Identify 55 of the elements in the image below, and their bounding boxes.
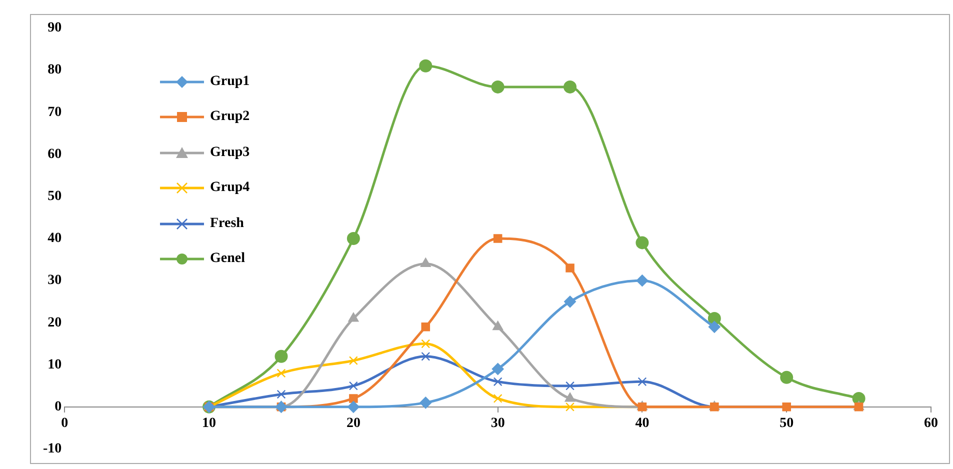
- point: [420, 396, 432, 409]
- point: [493, 377, 502, 386]
- x-tick-label: 10: [202, 416, 216, 431]
- point: [636, 274, 648, 287]
- legend-label: Grup4: [210, 180, 250, 196]
- point: [491, 80, 504, 94]
- y-tick-label: 50: [48, 189, 62, 204]
- point: [566, 402, 575, 412]
- point: [564, 392, 576, 402]
- point: [348, 381, 358, 390]
- point: [638, 377, 647, 386]
- point: [564, 296, 576, 308]
- point: [421, 322, 430, 332]
- point: [493, 234, 502, 243]
- y-tick-label: 60: [48, 146, 62, 162]
- y-tick-label: 80: [48, 62, 62, 78]
- point: [493, 394, 502, 403]
- point: [564, 80, 577, 94]
- legend-label: Grup2: [210, 109, 250, 126]
- point: [276, 368, 286, 378]
- legend-label: Fresh: [210, 216, 244, 232]
- legend-label: Grup3: [210, 144, 250, 161]
- y-tick-label: 70: [48, 104, 62, 120]
- y-tick-label: 10: [48, 357, 62, 372]
- y-tick-label: 0: [54, 400, 62, 415]
- point: [708, 320, 720, 333]
- y-tick-label: 20: [48, 315, 62, 330]
- point: [349, 394, 358, 403]
- point: [346, 232, 360, 245]
- point: [348, 312, 359, 322]
- point: [636, 236, 649, 250]
- y-tick-label: -10: [42, 442, 62, 457]
- point: [419, 59, 432, 72]
- x-tick-label: 40: [635, 416, 650, 431]
- x-tick-label: 50: [780, 416, 794, 431]
- point: [347, 400, 360, 413]
- y-tick-label: 40: [48, 231, 62, 246]
- legend-label: Grup1: [210, 74, 250, 90]
- x-tick-label: 20: [346, 416, 360, 431]
- point: [274, 350, 288, 363]
- y-tick-label: 90: [48, 20, 62, 36]
- x-tick-label: 60: [924, 416, 938, 431]
- point: [348, 356, 358, 366]
- legend-label: Genel: [210, 251, 245, 268]
- point: [276, 390, 286, 399]
- point: [566, 264, 574, 272]
- point: [421, 352, 430, 361]
- point: [492, 320, 504, 330]
- point: [566, 381, 575, 390]
- x-tick-label: 30: [490, 416, 505, 431]
- point: [420, 258, 431, 268]
- y-tick-label: 30: [48, 273, 62, 288]
- point: [492, 363, 504, 376]
- point: [780, 370, 794, 384]
- point: [421, 339, 430, 348]
